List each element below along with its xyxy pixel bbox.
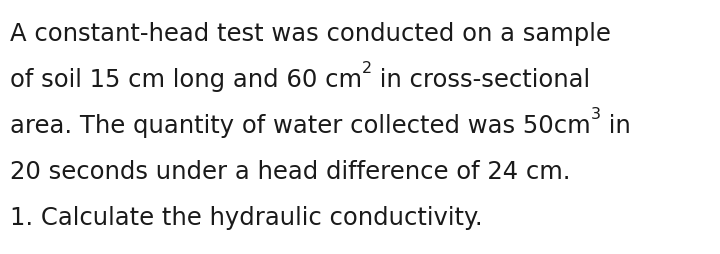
Text: 2: 2 <box>362 61 372 76</box>
Text: of soil 15 cm long and 60 cm: of soil 15 cm long and 60 cm <box>10 68 362 92</box>
Text: 1. Calculate the hydraulic conductivity.: 1. Calculate the hydraulic conductivity. <box>10 206 482 230</box>
Text: area. The quantity of water collected was 50cm: area. The quantity of water collected wa… <box>10 114 590 138</box>
Text: 3: 3 <box>590 107 600 122</box>
Text: in: in <box>600 114 631 138</box>
Text: 20 seconds under a head difference of 24 cm.: 20 seconds under a head difference of 24… <box>10 160 570 184</box>
Text: A constant-head test was conducted on a sample: A constant-head test was conducted on a … <box>10 22 611 46</box>
Text: in cross-sectional: in cross-sectional <box>372 68 590 92</box>
